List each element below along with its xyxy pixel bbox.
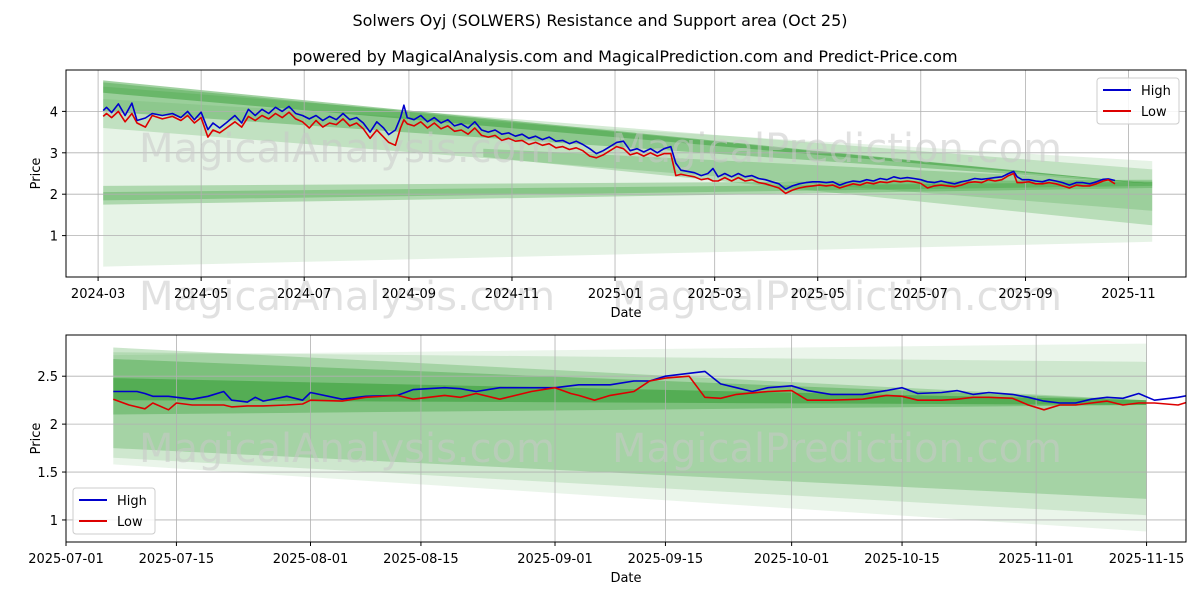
x-tick-label: 2025-07: [894, 287, 948, 302]
top-panel: MagicalAnalysis.com MagicalAnalysis.com Ma…: [29, 69, 1187, 321]
band-area-3: [113, 352, 1147, 516]
watermark-text: MagicalPrediction.com: [612, 426, 1062, 472]
x-tick-label: 2024-03: [71, 287, 125, 302]
x-tick-label: 2025-07-01: [28, 552, 104, 567]
x-tick-label: 2025-07-15: [139, 552, 215, 567]
series-group: [113, 370, 1186, 411]
band-area-1: [103, 82, 1153, 184]
band-group: [103, 80, 1153, 267]
chart-subtitle: powered by MagicalAnalysis.com and Magic…: [292, 47, 957, 66]
y-tick-label: 1.5: [37, 466, 58, 481]
x-tick-label: 2025-09-01: [517, 552, 593, 567]
legend: High Low: [1096, 77, 1180, 125]
x-tick-label: 2025-03: [688, 287, 742, 302]
y-tick-label: 2: [50, 418, 58, 433]
y-tick-label: 1: [50, 230, 58, 245]
band-area-3: [103, 99, 1153, 267]
chart-title: Solwers Oyj (SOLWERS) Resistance and Sup…: [352, 11, 847, 30]
series-line-low: [113, 375, 1186, 411]
plot-area: [66, 335, 1186, 542]
legend-label-high: High: [117, 494, 147, 509]
x-tick-label: 2024-09: [382, 287, 436, 302]
watermark-text: MagicalPrediction.com: [612, 274, 1062, 320]
band-area-4: [103, 179, 1153, 205]
band-area-2: [103, 86, 1153, 211]
x-tick-label: 2025-08-01: [273, 552, 349, 567]
series-group: [102, 102, 1116, 195]
y-tick-label: 2.5: [37, 370, 58, 385]
watermark-text: MagicalPrediction.com: [612, 126, 1062, 172]
watermark-text: MagicalAnalysis.com: [139, 274, 555, 320]
legend-label-high: High: [1141, 84, 1171, 99]
band-area-2: [113, 347, 1147, 499]
x-tick-label: 2025-10-01: [754, 552, 830, 567]
watermark-text: MagicalAnalysis.com: [139, 126, 555, 172]
y-tick-label: 3: [50, 147, 58, 162]
x-tick-label: 2024-05: [174, 287, 228, 302]
x-tick-label: 2025-08-15: [383, 552, 459, 567]
series-line-high: [102, 102, 1116, 190]
x-axis-label: Date: [610, 306, 641, 321]
watermark-text: MagicalAnalysis.com: [139, 426, 555, 472]
y-tick-label: 1: [50, 514, 58, 529]
legend-label-low: Low: [1141, 105, 1167, 120]
x-tick-label: 2025-05: [791, 287, 845, 302]
x-tick-label: 2025-09: [998, 287, 1052, 302]
x-tick-label: 2025-11-01: [998, 552, 1074, 567]
band-area-5: [103, 181, 1153, 201]
y-tick-label: 2: [50, 188, 58, 203]
x-tick-label: 2025-10-15: [864, 552, 940, 567]
x-tick-label: 2024-11: [485, 287, 539, 302]
x-axis-label: Date: [610, 571, 641, 586]
x-tick-label: 2025-09-15: [628, 552, 704, 567]
legend: High Low: [72, 487, 156, 535]
x-tick-label: 2025-11-15: [1109, 552, 1185, 567]
y-axis-label: Price: [29, 158, 44, 190]
series-line-high: [113, 370, 1186, 404]
axes-frame: [65, 69, 1187, 278]
bottom-panel: MagicalAnalysis.com MagicalPrediction.com…: [28, 334, 1187, 586]
x-tick-label: 2024-07: [277, 287, 331, 302]
x-tick-label: 2025-11: [1101, 287, 1155, 302]
plot-area: [66, 70, 1186, 277]
series-line-low: [102, 110, 1116, 195]
band-area-0: [103, 80, 1153, 184]
y-axis-label: Price: [29, 423, 44, 455]
y-tick-label: 4: [50, 105, 58, 120]
legend-label-low: Low: [117, 515, 143, 530]
x-tick-label: 2025-01: [588, 287, 642, 302]
axes-frame: [65, 334, 1187, 543]
band-area-1: [113, 359, 1147, 415]
